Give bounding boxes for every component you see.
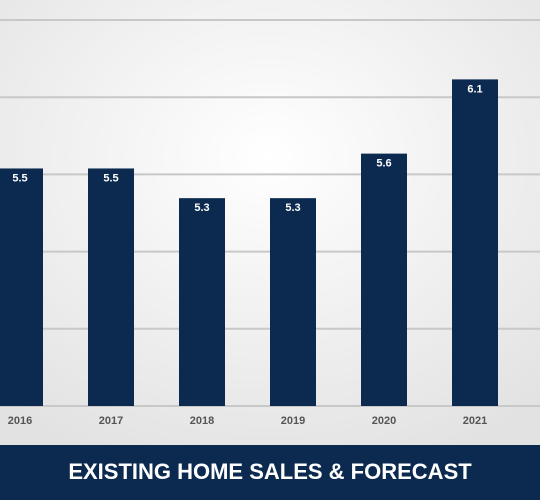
x-tick-label: 2018 — [190, 415, 214, 427]
value-label: 5.6 — [376, 158, 391, 170]
bar — [270, 198, 316, 406]
chart-title: EXISTING HOME SALES & FORECAST — [68, 459, 472, 484]
x-tick-label: 2019 — [281, 415, 305, 427]
title-banner — [0, 445, 540, 500]
bar — [0, 168, 43, 406]
x-tick-label: 2020 — [372, 415, 396, 427]
value-label: 5.5 — [103, 172, 118, 184]
value-label: 5.3 — [194, 202, 209, 214]
value-label: 5.3 — [285, 202, 300, 214]
x-tick-label: 2021 — [463, 415, 487, 427]
x-tick-label: 2017 — [99, 415, 123, 427]
bar — [361, 153, 407, 406]
value-label: 6.1 — [467, 83, 482, 95]
bar — [88, 168, 134, 406]
value-label: 5.5 — [12, 172, 27, 184]
bar — [179, 198, 225, 406]
x-tick-label: 2016 — [8, 415, 32, 427]
bar — [452, 79, 498, 406]
